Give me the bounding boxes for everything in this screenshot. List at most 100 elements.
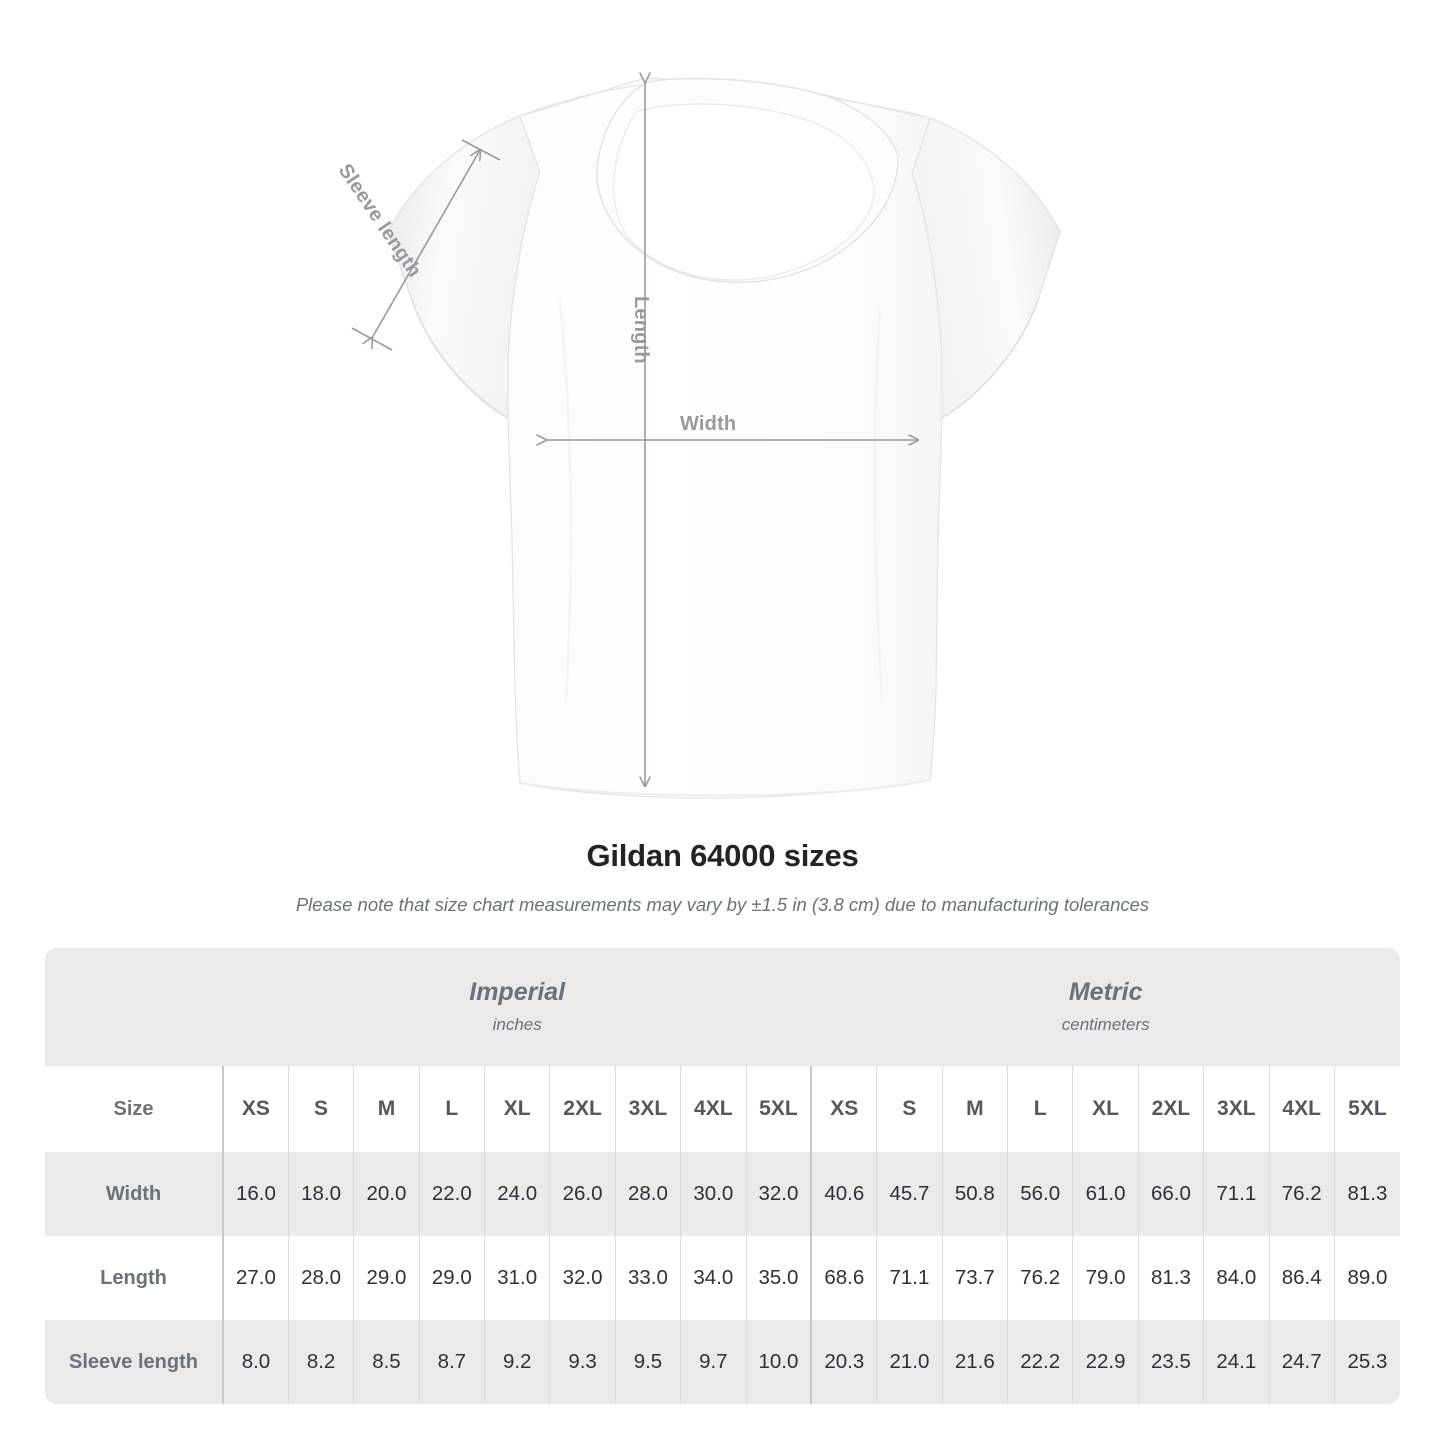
cell-sleeve-metric-l: 22.2: [1006, 1320, 1073, 1404]
size-header-imperial-3xl: 3XL: [614, 1066, 681, 1152]
unit-name-imperial: Imperial: [469, 977, 566, 1006]
cell-sleeve-metric-s: 21.0: [876, 1320, 943, 1404]
cell-length-imperial-4xl: 34.0: [680, 1236, 746, 1320]
shirt-hem: [519, 779, 931, 797]
sleeve-arrow-endcap-top: [461, 139, 501, 161]
cell-width-metric-s: 45.7: [876, 1152, 943, 1236]
cell-sleeve-imperial-l: 8.7: [418, 1320, 485, 1404]
cell-width-metric-2xl: 66.0: [1137, 1152, 1204, 1236]
cell-length-metric-l: 76.2: [1006, 1236, 1073, 1320]
row-label-size: Size: [45, 1066, 223, 1152]
cell-length-imperial-l: 29.0: [418, 1236, 485, 1320]
cell-sleeve-metric-2xl: 23.5: [1137, 1320, 1204, 1404]
cell-sleeve-metric-3xl: 24.1: [1203, 1320, 1269, 1404]
cell-sleeve-metric-4xl: 24.7: [1268, 1320, 1335, 1404]
cell-length-imperial-s: 28.0: [287, 1236, 354, 1320]
cell-sleeve-imperial-4xl: 9.7: [680, 1320, 746, 1404]
row-label-sleeve-length: Sleeve length: [45, 1320, 223, 1404]
cell-width-imperial-xs: 16.0: [221, 1152, 289, 1236]
size-chart-container: Imperial inches Metric centimeters Size …: [45, 948, 1400, 1404]
cell-width-metric-xl: 61.0: [1072, 1152, 1139, 1236]
cell-width-imperial-l: 22.0: [418, 1152, 485, 1236]
collar-inner: [613, 103, 875, 281]
unit-header-imperial: Imperial inches: [223, 948, 812, 1066]
length-label: Length: [630, 296, 652, 364]
cell-width-imperial-2xl: 26.0: [549, 1152, 616, 1236]
unit-header-spacer: [45, 948, 223, 1066]
cell-length-metric-s: 71.1: [876, 1236, 943, 1320]
cell-width-metric-5xl: 81.3: [1333, 1152, 1400, 1236]
cell-width-metric-xs: 40.6: [810, 1152, 877, 1236]
cell-length-imperial-m: 29.0: [353, 1236, 420, 1320]
size-header-imperial-s: S: [287, 1066, 354, 1152]
cell-width-metric-m: 50.8: [941, 1152, 1008, 1236]
row-label-width: Width: [45, 1152, 223, 1236]
cell-sleeve-metric-5xl: 25.3: [1333, 1320, 1400, 1404]
tolerance-note: Please note that size chart measurements…: [295, 894, 1150, 915]
sleeve-hem-right: [941, 299, 1039, 419]
size-header-imperial-xs: XS: [221, 1066, 289, 1152]
cell-length-metric-xl: 79.0: [1072, 1236, 1139, 1320]
size-header-imperial-l: L: [418, 1066, 485, 1152]
cell-width-imperial-3xl: 28.0: [614, 1152, 681, 1236]
cell-width-metric-l: 56.0: [1006, 1152, 1073, 1236]
cell-sleeve-imperial-xl: 9.2: [483, 1320, 550, 1404]
cell-length-imperial-xl: 31.0: [483, 1236, 550, 1320]
row-label-length: Length: [45, 1236, 223, 1320]
cell-sleeve-metric-xl: 22.9: [1072, 1320, 1139, 1404]
cell-length-imperial-2xl: 32.0: [549, 1236, 616, 1320]
cell-sleeve-imperial-5xl: 10.0: [745, 1320, 812, 1404]
size-header-imperial-4xl: 4XL: [680, 1066, 746, 1152]
width-label: Width: [680, 413, 737, 435]
size-header-imperial-m: M: [353, 1066, 420, 1152]
cell-length-metric-4xl: 86.4: [1268, 1236, 1335, 1320]
cell-length-imperial-5xl: 35.0: [745, 1236, 812, 1320]
cell-length-metric-2xl: 81.3: [1137, 1236, 1204, 1320]
cell-width-imperial-xl: 24.0: [483, 1152, 550, 1236]
cell-width-imperial-5xl: 32.0: [745, 1152, 812, 1236]
size-header-metric-4xl: 4XL: [1268, 1066, 1335, 1152]
unit-header-row: Imperial inches Metric centimeters: [45, 948, 1400, 1066]
table-row-width: Width 16.0 18.0 20.0 22.0 24.0 26.0 28.0…: [45, 1152, 1400, 1236]
fabric-fold: [873, 309, 884, 701]
sleeve-arrow-endcap-bottom: [351, 327, 393, 351]
fabric-fold: [558, 299, 572, 701]
cell-sleeve-imperial-xs: 8.0: [221, 1320, 289, 1404]
size-header-metric-3xl: 3XL: [1203, 1066, 1269, 1152]
size-header-metric-m: M: [941, 1066, 1008, 1152]
cell-sleeve-metric-m: 21.6: [941, 1320, 1008, 1404]
cell-sleeve-imperial-s: 8.2: [287, 1320, 354, 1404]
cell-sleeve-imperial-2xl: 9.3: [549, 1320, 616, 1404]
cell-length-imperial-xs: 27.0: [221, 1236, 289, 1320]
cell-width-metric-4xl: 76.2: [1268, 1152, 1335, 1236]
cell-width-imperial-s: 18.0: [287, 1152, 354, 1236]
cell-length-metric-5xl: 89.0: [1333, 1236, 1400, 1320]
title-block: Gildan 64000 sizes Please note that size…: [0, 838, 1445, 916]
size-header-metric-l: L: [1006, 1066, 1073, 1152]
size-header-imperial-5xl: 5XL: [745, 1066, 812, 1152]
cell-length-metric-3xl: 84.0: [1203, 1236, 1269, 1320]
cell-length-metric-xs: 68.6: [810, 1236, 877, 1320]
cell-width-imperial-4xl: 30.0: [680, 1152, 746, 1236]
size-header-metric-xl: XL: [1072, 1066, 1139, 1152]
sleeve-length-arrow: [372, 150, 480, 338]
tshirt-illustration: [351, 0, 1061, 799]
cell-width-metric-3xl: 71.1: [1203, 1152, 1269, 1236]
unit-sub-metric: centimeters: [1061, 1015, 1150, 1035]
unit-sub-imperial: inches: [492, 1015, 542, 1035]
size-header-imperial-2xl: 2XL: [549, 1066, 616, 1152]
size-row: Size XS S M L XL 2XL 3XL 4XL 5XL XS S M …: [45, 1066, 1400, 1152]
size-header-imperial-xl: XL: [483, 1066, 550, 1152]
unit-header-metric: Metric centimeters: [811, 948, 1400, 1066]
size-header-metric-xs: XS: [810, 1066, 877, 1152]
cell-length-metric-m: 73.7: [941, 1236, 1008, 1320]
cell-length-imperial-3xl: 33.0: [614, 1236, 681, 1320]
size-chart-table: Imperial inches Metric centimeters Size …: [45, 948, 1400, 1404]
cell-sleeve-imperial-m: 8.5: [353, 1320, 420, 1404]
page-title: Gildan 64000 sizes: [586, 838, 859, 873]
unit-name-metric: Metric: [1068, 977, 1143, 1006]
size-header-metric-s: S: [876, 1066, 943, 1152]
size-header-metric-5xl: 5XL: [1333, 1066, 1400, 1152]
cell-sleeve-imperial-3xl: 9.5: [614, 1320, 681, 1404]
table-row-length: Length 27.0 28.0 29.0 29.0 31.0 32.0 33.…: [45, 1236, 1400, 1320]
